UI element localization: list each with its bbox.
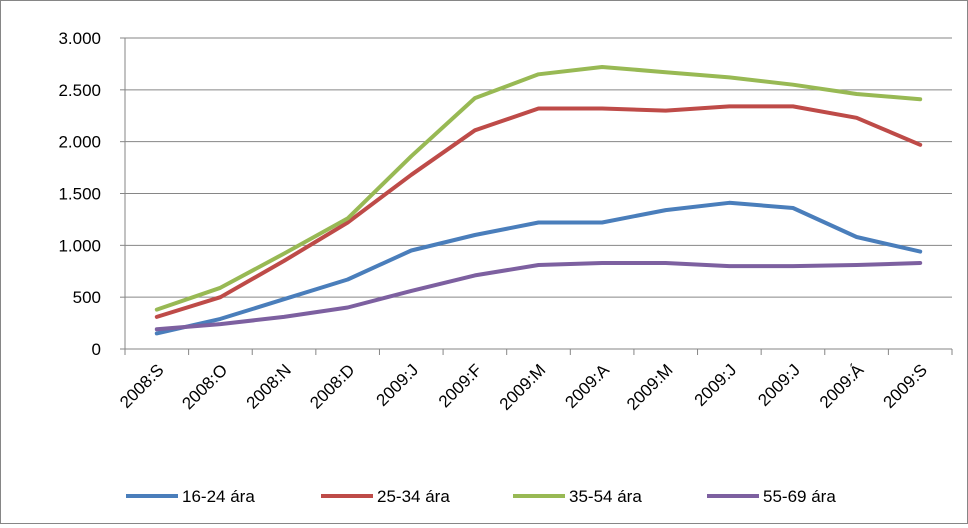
x-tick-label: 2009:J xyxy=(691,360,741,410)
y-tick-label: 1.500 xyxy=(58,185,101,204)
x-tick-label: 2009:J xyxy=(373,360,423,410)
series-lines xyxy=(154,65,923,336)
series-line-2 xyxy=(154,104,923,319)
x-tick-label: 2009:F xyxy=(435,360,486,411)
legend-label: 25-34 ára xyxy=(377,487,450,506)
series-line-3 xyxy=(154,65,923,312)
series-line-1 xyxy=(154,200,923,336)
x-tick-label: 2009:M xyxy=(496,360,550,414)
y-tick-label: 3.000 xyxy=(58,29,101,48)
series-line-4 xyxy=(154,261,923,332)
y-tick-label: 2.500 xyxy=(58,81,101,100)
x-tick-label: 2009:J xyxy=(754,360,804,410)
y-tick-label: 500 xyxy=(73,288,101,307)
y-tick-labels: 0 500 1.000 1.500 2.000 2.500 3.000 xyxy=(58,29,101,359)
axes xyxy=(120,37,953,355)
x-tick-label: 2009:A xyxy=(561,360,613,412)
x-tick-label: 2009:Á xyxy=(816,360,868,412)
x-tick-label: 2009:M xyxy=(623,360,677,414)
x-tick-label: 2008:N xyxy=(243,360,295,412)
legend-label: 35-54 ára xyxy=(569,487,642,506)
legend-label: 16-24 ára xyxy=(182,487,255,506)
y-tick-label: 0 xyxy=(92,340,101,359)
legend: 16-24 ára 25-34 ára 35-54 ára 55-69 ára xyxy=(126,487,836,506)
gridlines xyxy=(125,37,952,298)
x-tick-label: 2008:O xyxy=(178,360,231,413)
y-tick-label: 1.000 xyxy=(58,236,101,255)
y-tick-label: 2.000 xyxy=(58,133,101,152)
x-tick-label: 2008:S xyxy=(116,360,168,412)
legend-label: 55-69 ára xyxy=(763,487,836,506)
x-tick-label: 2009:S xyxy=(879,360,931,412)
x-tick-labels: 2008:S 2008:O 2008:N 2008:D 2009:J 2009:F 2009… xyxy=(116,360,931,414)
x-tick-label: 2008:D xyxy=(306,360,358,412)
